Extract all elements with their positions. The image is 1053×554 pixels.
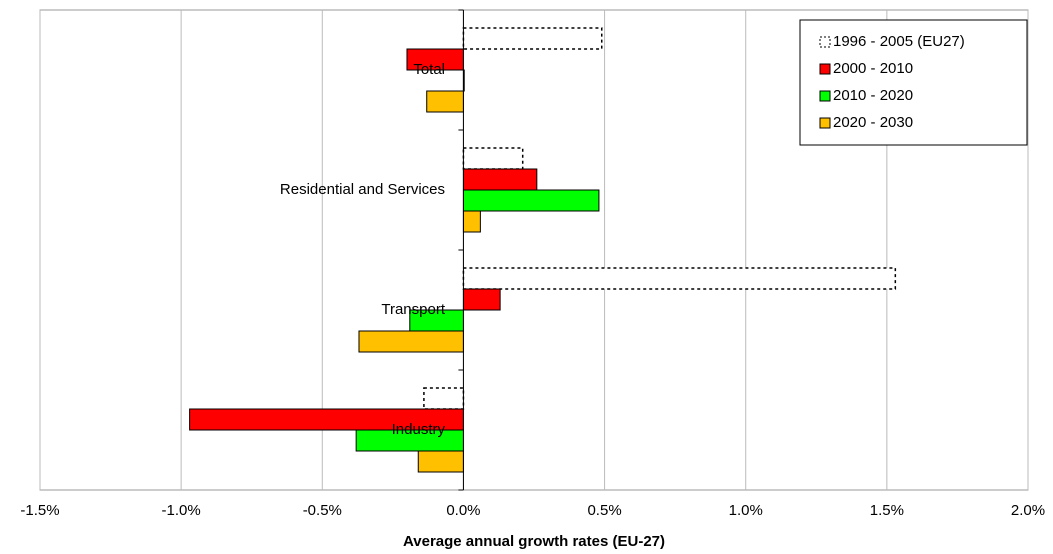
bar — [462, 27, 603, 50]
legend-label: 1996 - 2005 (EU27) — [833, 33, 965, 50]
legend-swatch — [819, 63, 831, 75]
x-axis-label: Average annual growth rates (EU-27) — [403, 533, 665, 550]
x-tick-label: 1.0% — [729, 502, 763, 519]
bar — [462, 288, 501, 311]
category-label: Industry — [392, 421, 446, 438]
x-tick-label: -1.0% — [162, 502, 201, 519]
bar — [423, 387, 465, 410]
bar — [462, 168, 538, 191]
x-tick-label: 2.0% — [1011, 502, 1045, 519]
bar — [462, 147, 524, 170]
category-label: Total — [413, 61, 445, 78]
bar — [462, 210, 481, 233]
legend-swatch — [819, 117, 831, 129]
x-tick-label: 0.0% — [446, 502, 480, 519]
category-label: Transport — [381, 301, 445, 318]
legend — [799, 19, 1028, 146]
legend-label: 2020 - 2030 — [833, 114, 913, 131]
bar — [462, 189, 600, 212]
category-label: Residential and Services — [280, 181, 445, 198]
x-tick-label: -0.5% — [303, 502, 342, 519]
bar — [358, 330, 464, 353]
bar — [417, 450, 464, 473]
legend-swatch — [819, 36, 831, 48]
legend-swatch — [819, 90, 831, 102]
x-tick-label: 0.5% — [587, 502, 621, 519]
bar — [426, 90, 464, 113]
legend-label: 2000 - 2010 — [833, 60, 913, 77]
bar — [462, 267, 897, 290]
x-tick-label: 1.5% — [870, 502, 904, 519]
legend-label: 2010 - 2020 — [833, 87, 913, 104]
x-tick-label: -1.5% — [20, 502, 59, 519]
